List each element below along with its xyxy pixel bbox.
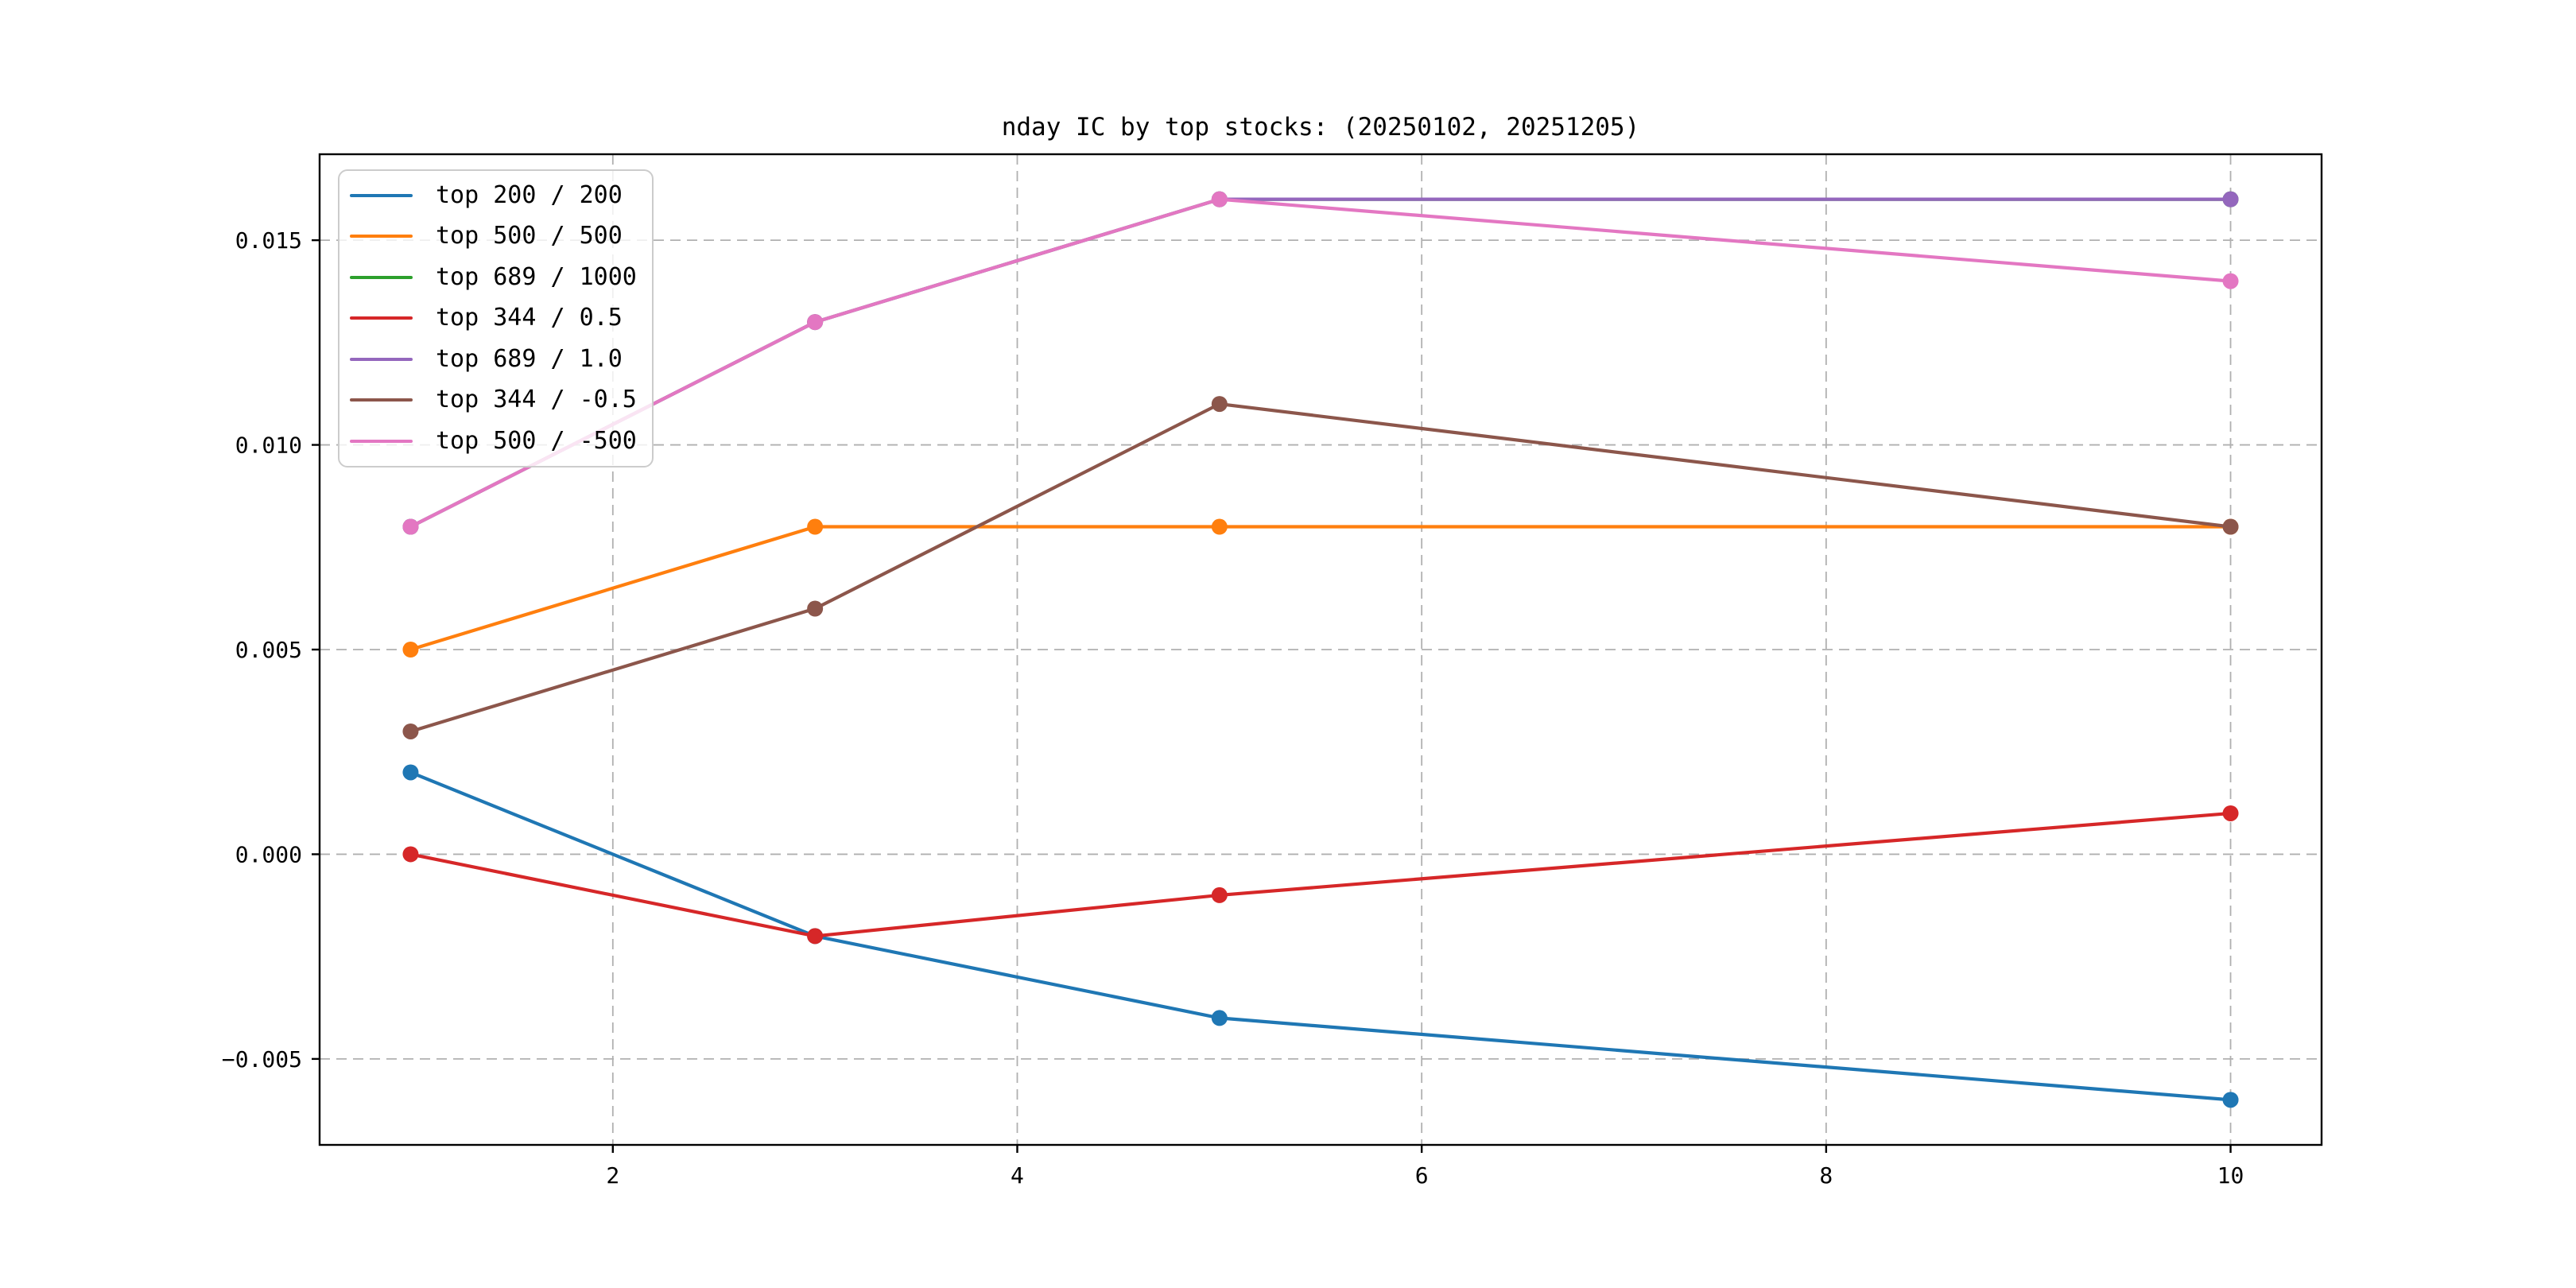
data-point-marker bbox=[402, 518, 419, 535]
legend-item-label: top 500 / -500 bbox=[436, 426, 637, 455]
data-point-marker bbox=[807, 600, 824, 617]
legend-item-label: top 500 / 500 bbox=[436, 222, 623, 250]
series-line bbox=[409, 197, 2231, 529]
data-point-marker bbox=[807, 314, 824, 331]
legend-item-label: top 689 / 1000 bbox=[436, 262, 637, 291]
data-point-marker bbox=[2222, 1092, 2239, 1108]
chart-title: nday IC by top stocks: (20250102, 202512… bbox=[1001, 113, 1640, 142]
legend-line-sample bbox=[350, 398, 413, 402]
series-line bbox=[409, 197, 2231, 529]
x-tick-label: 8 bbox=[1819, 1162, 1833, 1189]
y-tick-label: 0.010 bbox=[235, 433, 302, 459]
data-point-marker bbox=[402, 764, 419, 781]
legend-line-sample bbox=[350, 357, 413, 361]
data-point-marker bbox=[402, 642, 419, 658]
series-line bbox=[410, 811, 2231, 938]
legend-item: top 689 / 1000 bbox=[339, 257, 652, 298]
legend-line-sample bbox=[350, 275, 413, 279]
data-point-marker bbox=[807, 928, 824, 945]
y-tick-label: 0.005 bbox=[235, 637, 302, 663]
legend-line-sample bbox=[350, 235, 413, 239]
data-point-marker bbox=[1211, 191, 1228, 208]
x-tick-label: 2 bbox=[606, 1162, 619, 1189]
legend: top 200 / 200 top 500 / 500 top 689 / 1000… bbox=[338, 169, 654, 467]
legend-item: top 344 / -0.5 bbox=[339, 380, 652, 421]
data-point-marker bbox=[402, 723, 419, 739]
legend-item-label: top 200 / 200 bbox=[436, 180, 623, 209]
series-line bbox=[409, 525, 2231, 652]
y-tick-label: 0.015 bbox=[235, 227, 302, 254]
series-line bbox=[409, 197, 2231, 529]
data-point-marker bbox=[2222, 273, 2239, 289]
data-point-marker bbox=[807, 518, 824, 535]
x-tick-label: 4 bbox=[1011, 1162, 1024, 1189]
legend-line-sample bbox=[350, 316, 413, 320]
data-point-marker bbox=[402, 846, 419, 863]
data-point-marker bbox=[1211, 886, 1228, 903]
data-point-marker bbox=[1211, 1010, 1228, 1026]
legend-item: top 344 / 0.5 bbox=[339, 298, 652, 339]
series-line bbox=[409, 770, 2231, 1102]
legend-item: top 500 / -500 bbox=[339, 421, 652, 462]
series-line bbox=[409, 402, 2231, 733]
data-point-marker bbox=[2222, 518, 2239, 535]
legend-item: top 689 / 1.0 bbox=[339, 339, 652, 380]
x-tick-label: 6 bbox=[1415, 1162, 1429, 1189]
data-point-marker bbox=[1211, 518, 1228, 535]
data-point-marker bbox=[2222, 805, 2239, 821]
legend-item-label: top 344 / 0.5 bbox=[436, 304, 623, 332]
legend-line-sample bbox=[350, 439, 413, 443]
data-point-marker bbox=[2222, 191, 2239, 208]
data-point-marker bbox=[1211, 396, 1228, 413]
legend-item-label: top 344 / -0.5 bbox=[436, 386, 637, 414]
y-tick-label: −0.005 bbox=[222, 1046, 302, 1073]
y-tick-label: 0.000 bbox=[235, 841, 302, 867]
x-tick-label: 10 bbox=[2217, 1162, 2244, 1189]
legend-item: top 500 / 500 bbox=[339, 216, 652, 258]
legend-line-sample bbox=[350, 193, 413, 197]
legend-item: top 200 / 200 bbox=[339, 175, 652, 216]
legend-item-label: top 689 / 1.0 bbox=[436, 344, 623, 373]
